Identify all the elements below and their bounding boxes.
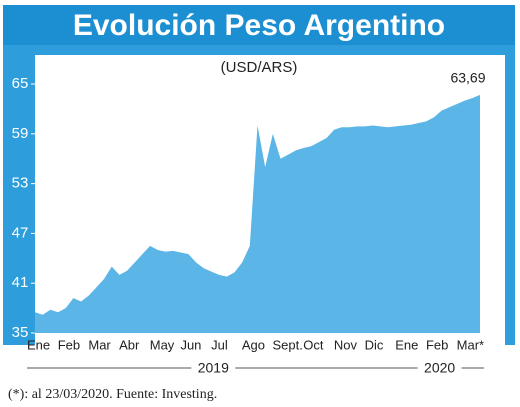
x-tick-label: Mar [88, 337, 111, 352]
x-tick-label: Mar* [457, 337, 484, 352]
footnote: (*): al 23/03/2020. Fuente: Investing. [8, 387, 217, 402]
y-tick-label: 65 [12, 75, 29, 92]
x-tick-label: Oct [303, 337, 324, 352]
x-tick-label: Dic [365, 337, 384, 352]
y-tick-label: 53 [12, 175, 29, 192]
subtitle: (USD/ARS) [221, 59, 298, 76]
year-label: 2019 [198, 360, 229, 376]
title-bar [3, 5, 515, 45]
x-tick-label: May [150, 337, 175, 352]
year-label: 2020 [424, 360, 455, 376]
value-label: 63,69 [450, 70, 485, 86]
x-tick-label: Jul [211, 337, 228, 352]
y-tick-label: 35 [12, 324, 29, 341]
x-tick-label: Ago [242, 337, 265, 352]
x-tick-label: Abr [119, 337, 140, 352]
chart-title: Evolución Peso Argentino [73, 9, 445, 42]
y-tick-label: 41 [12, 274, 29, 291]
x-tick-label: Ene [27, 337, 50, 352]
x-tick-label: Nov [334, 337, 358, 352]
x-tick-label: Jun [180, 337, 201, 352]
x-tick-label: Ene [395, 337, 418, 352]
x-tick-label: Feb [426, 337, 448, 352]
y-tick-label: 47 [12, 224, 29, 241]
x-tick-label: Feb [58, 337, 80, 352]
y-tick-label: 59 [12, 125, 29, 142]
x-tick-label: Sept. [273, 337, 303, 352]
area [35, 94, 480, 333]
